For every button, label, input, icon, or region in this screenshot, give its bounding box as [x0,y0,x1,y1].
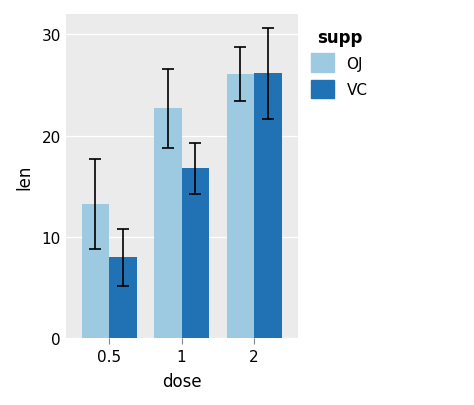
X-axis label: dose: dose [162,372,201,390]
Bar [182,169,209,339]
Bar [227,75,254,339]
Legend: OJ, VC: OJ, VC [305,23,374,105]
Bar [154,109,182,339]
Bar [82,205,109,339]
Bar [254,74,282,339]
Bar [109,258,137,339]
Y-axis label: len: len [15,164,33,190]
